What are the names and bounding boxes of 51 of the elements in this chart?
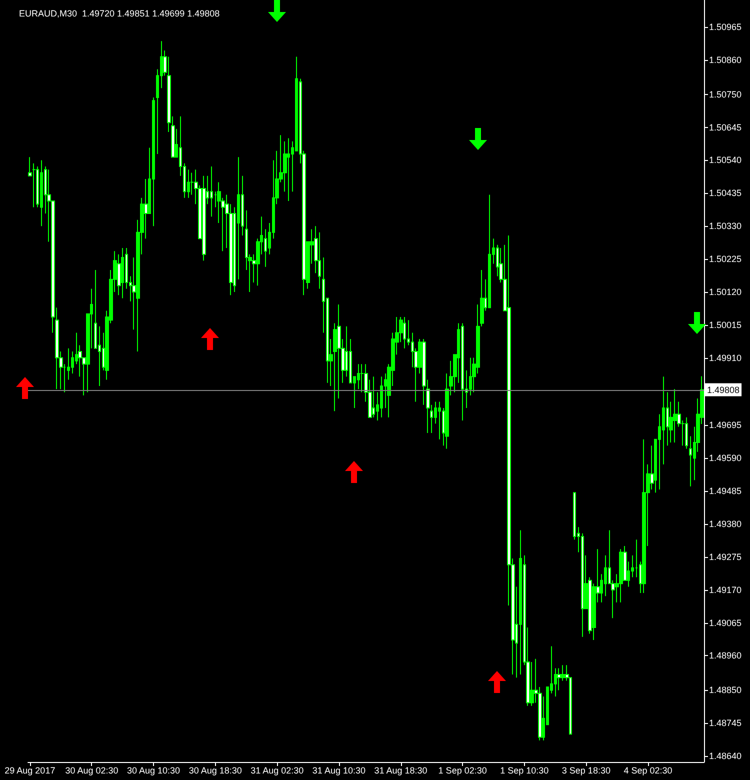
y-tick-label: 1.49910 <box>709 352 742 363</box>
y-tick-label: 1.50750 <box>709 89 742 100</box>
y-tick-label: 1.48640 <box>709 751 742 762</box>
x-tick-label: 31 Aug 10:30 <box>312 766 366 776</box>
x-tick-label: 30 Aug 18:30 <box>188 766 242 776</box>
y-tick-label: 1.49695 <box>709 420 742 430</box>
candlestick <box>519 530 522 676</box>
candlestick <box>210 166 213 218</box>
y-tick-label: 1.48745 <box>709 718 742 728</box>
x-tick-label: 1 Sep 10:30 <box>500 766 549 776</box>
x-tick-label: 3 Sep 18:30 <box>562 766 610 776</box>
candlestick <box>642 438 646 594</box>
candlestick <box>287 138 290 202</box>
x-tick-label: 29 Aug 2017 <box>4 766 56 776</box>
candlestick <box>619 548 623 603</box>
x-tick-label: 30 Aug 10:30 <box>127 766 180 776</box>
candlestick <box>403 316 406 349</box>
y-tick-label: 1.48960 <box>709 650 742 661</box>
y-tick-label: 1.50330 <box>709 221 742 232</box>
x-tick-label: 30 Aug 02:30 <box>65 766 118 776</box>
y-tick-label: 1.50225 <box>709 254 742 264</box>
x-tick-label: 31 Aug 18:30 <box>374 766 428 776</box>
text: EURAUD,M30 1.49720 1.49851 1.49699 1.49808 <box>19 8 220 18</box>
candlestick <box>461 322 464 422</box>
x-tick-label: 31 Aug 02:30 <box>250 766 304 776</box>
candlestick <box>121 248 124 299</box>
y-tick-label: 1.49065 <box>709 618 742 628</box>
candlestick <box>380 376 383 418</box>
y-tick-label: 1.50120 <box>709 286 742 297</box>
x-tick-label: 1 Sep 02:30 <box>438 766 487 776</box>
candlestick <box>40 160 43 227</box>
y-tick-label: 1.48850 <box>709 685 742 696</box>
y-tick-label: 1.49275 <box>709 552 742 562</box>
y-tick-label: 1.50645 <box>709 122 742 132</box>
candlestick <box>488 194 491 308</box>
y-tick-label: 1.50860 <box>709 54 742 65</box>
candlestick <box>673 388 677 443</box>
candlestick <box>202 175 206 262</box>
y-tick-label: 1.50540 <box>709 155 742 166</box>
y-tick-label: 1.49590 <box>709 453 742 464</box>
y-tick-label: 1.49380 <box>709 518 742 529</box>
y-tick-label: 1.49485 <box>709 486 742 496</box>
candlestick <box>152 97 155 227</box>
y-tick-label: 1.50435 <box>709 188 742 198</box>
candlestick <box>685 416 688 450</box>
x-tick-label: 4 Sep 02:30 <box>624 766 672 776</box>
ref-line-label: 1.49808 <box>707 384 740 395</box>
y-tick-label: 1.50015 <box>709 320 742 330</box>
candlestick <box>372 376 375 418</box>
y-tick-label: 1.50965 <box>709 22 742 32</box>
y-tick-label: 1.49170 <box>709 584 742 595</box>
